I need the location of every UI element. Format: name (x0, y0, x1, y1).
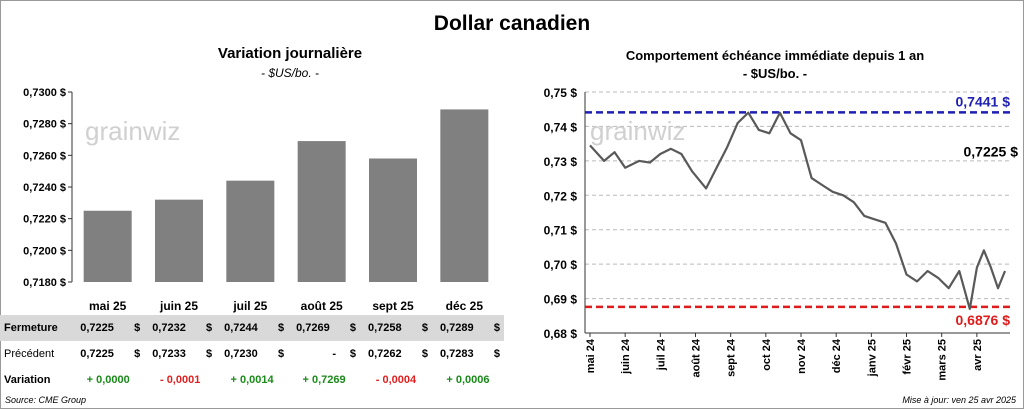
x-tick-label: juin 25 (159, 299, 198, 313)
unit-cell: $ (481, 315, 504, 341)
table-cell: + 0,0000 (86, 374, 130, 386)
unit-cell: $ (277, 348, 285, 360)
table-cell: + 0,0006 (446, 374, 490, 386)
y-tick-label: 0,7240 $ (23, 182, 66, 194)
unit-cell: $ (266, 315, 289, 341)
last-value-label: 0,7225 $ (964, 143, 1019, 159)
bar (440, 109, 489, 283)
unit-cell: $ (421, 348, 428, 360)
watermark: grainwiz (590, 116, 685, 146)
price-line (589, 111, 1007, 310)
table-cell: 0,7262 (368, 348, 402, 360)
bar (83, 210, 132, 282)
table-row: Variation + 0,0000 - 0,0001 + 0,0014 + 0,726… (0, 367, 504, 393)
quote-table: Fermeture 0,7225 $0,7232 $0,7244 $0,7269 $0,7… (0, 315, 504, 393)
x-tick-label: févr 25 (902, 339, 914, 374)
table-row: Fermeture 0,7225 $0,7232 $0,7244 $0,7269 $0,7… (0, 315, 504, 341)
unit-cell: $ (410, 315, 432, 341)
x-tick-label: sept 24 (726, 338, 738, 377)
y-tick-label: 0,69 $ (544, 293, 578, 307)
x-tick-label: août 24 (691, 338, 703, 377)
y-tick-label: 0,7200 $ (23, 245, 66, 257)
row-label: Fermeture (0, 315, 73, 341)
bar (226, 180, 275, 282)
line-chart-title: Comportement échéance immédiate depuis 1… (625, 48, 925, 63)
table-cell: 0,7225 (80, 348, 114, 360)
y-tick-label: 0,7180 $ (23, 277, 66, 289)
x-tick-label: mars 25 (937, 339, 949, 381)
row-label: Variation (4, 374, 51, 386)
x-tick-label: avr 25 (972, 339, 984, 371)
y-tick-label: 0,75 $ (544, 86, 578, 100)
y-tick-label: 0,7220 $ (23, 214, 66, 226)
line-chart: 0,68 $ 0,69 $ 0,70 $ 0,71 $ 0,72 $ 0,73 $ 0,74… (544, 86, 1019, 381)
table-cell: 0,7289 (431, 315, 482, 341)
y-tick-label: 0,71 $ (544, 224, 578, 238)
high-reference-label: 0,7441 $ (956, 93, 1011, 109)
table-cell: - (332, 348, 337, 360)
y-tick-label: 0,68 $ (544, 327, 578, 341)
table-cell: 0,7230 (224, 348, 258, 360)
table-cell: 0,7283 (439, 348, 474, 360)
line-chart-subtitle: - $US/bo. - (742, 66, 808, 81)
y-tick-label: 0,74 $ (544, 120, 578, 134)
x-tick-label: juil 24 (655, 338, 667, 371)
table-cell: - 0,0004 (375, 374, 417, 386)
x-tick-label: mai 25 (89, 299, 127, 313)
unit-cell: $ (493, 348, 500, 360)
y-tick-label: 0,7300 $ (23, 87, 66, 99)
row-label: Précédent (4, 348, 55, 360)
watermark: grainwiz (85, 116, 180, 146)
table-cell: 0,7258 (360, 315, 411, 341)
table-cell: + 0,0014 (230, 374, 274, 386)
x-tick-label: janv 25 (866, 339, 878, 377)
x-tick-label: juil 25 (232, 299, 267, 313)
y-tick-label: 0,7260 $ (23, 150, 66, 162)
x-tick-label: juin 24 (620, 338, 632, 375)
low-reference-label: 0,6876 $ (956, 312, 1011, 328)
table-cell: 0,7269 (288, 315, 339, 341)
bar (155, 199, 203, 282)
unit-cell: $ (194, 315, 217, 341)
table-cell: 0,7232 (144, 315, 195, 341)
table-cell: - 0,0001 (159, 374, 201, 386)
x-tick-label: déc 25 (446, 299, 484, 313)
x-tick-label: mai 24 (585, 338, 597, 373)
unit-cell: $ (349, 348, 356, 360)
y-tick-label: 0,7280 $ (23, 119, 66, 131)
table-cell: 0,7225 (72, 315, 123, 341)
bar-chart: 0,7180 $ 0,7200 $ 0,7220 $ 0,7240 $ 0,7260 $… (23, 87, 489, 313)
bar (297, 141, 346, 282)
bar-chart-subtitle: - $US/bo. - (260, 66, 320, 80)
bar (369, 158, 417, 282)
x-tick-label: déc 24 (831, 338, 843, 373)
unit-cell: $ (122, 315, 145, 341)
y-tick-label: 0,72 $ (544, 189, 578, 203)
source-note: Source: CME Group (5, 395, 87, 405)
table-row: Précédent 0,7225 $0,7233 $0,7230 $ - $0,7262 $0… (0, 341, 504, 367)
x-tick-label: août 25 (301, 299, 343, 313)
x-tick-label: sept 25 (372, 299, 414, 313)
table-cell: 0,7233 (152, 348, 186, 360)
page-title: Dollar canadien (433, 12, 591, 35)
update-note: Mise à jour: ven 25 avr 2025 (902, 395, 1016, 405)
unit-cell: $ (134, 348, 141, 360)
y-tick-label: 0,70 $ (544, 258, 578, 272)
table-cell: 0,7244 (216, 315, 267, 341)
unit-cell: $ (206, 348, 213, 360)
x-tick-label: nov 24 (796, 338, 808, 374)
y-tick-label: 0,73 $ (544, 155, 578, 169)
bar-chart-title: Variation journalière (217, 45, 363, 62)
unit-cell: $ (338, 315, 360, 341)
x-tick-label: oct 24 (761, 338, 773, 371)
table-cell: + 0,7269 (302, 374, 346, 386)
